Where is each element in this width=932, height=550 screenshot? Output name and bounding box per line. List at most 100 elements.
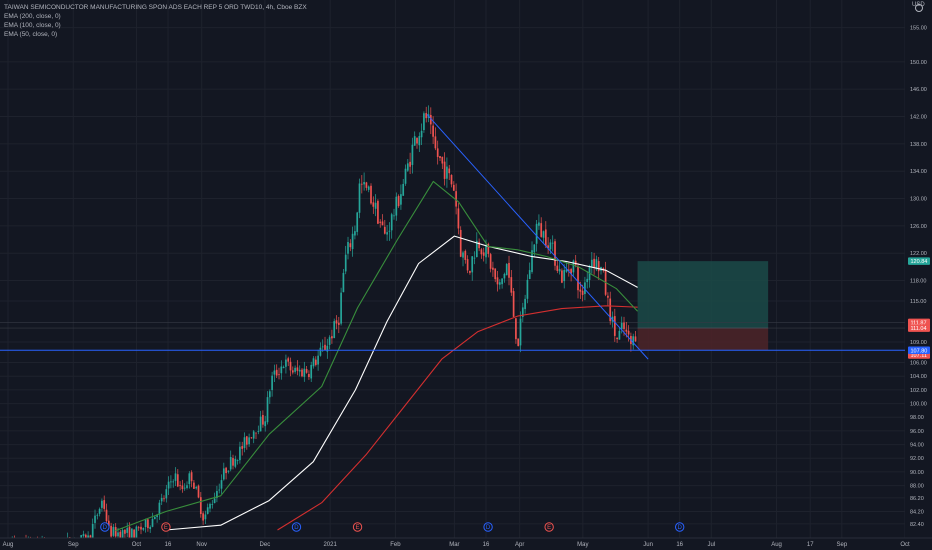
candle-body (597, 261, 600, 272)
candle-body (298, 369, 301, 372)
candle-body (321, 346, 324, 348)
candle-body (616, 337, 618, 340)
candle-body (365, 182, 368, 188)
candle-body (170, 481, 172, 483)
candle-body (285, 359, 287, 367)
ema-100-line (165, 235, 638, 531)
candle-body (314, 359, 317, 365)
candle-body (395, 196, 398, 216)
candle-body (459, 229, 462, 257)
candle-body (324, 344, 326, 351)
price-axis[interactable]: 155.00 150.00 146.00 142.00 138.00 134.00 130.… (905, 0, 932, 550)
candle-body (565, 269, 568, 272)
price-tick-label: 155.00 (910, 26, 927, 32)
candle-body (354, 231, 356, 236)
earnings-marker: E (544, 522, 554, 532)
candle-body (409, 161, 411, 167)
candle-body (119, 531, 122, 539)
candle-body (400, 194, 402, 205)
price-tick-label: 138.00 (910, 142, 927, 148)
marker-letter: D (103, 525, 108, 531)
candle-body (549, 242, 552, 250)
candle-body (423, 113, 425, 131)
time-tick-label: Jul (707, 542, 715, 548)
candle-body (496, 277, 499, 285)
currency-icon[interactable] (915, 4, 923, 12)
candle-body (406, 163, 409, 171)
price-tick-label: 115.00 (910, 299, 926, 305)
ema-50-label[interactable]: EMA (50, close, 0) (4, 31, 58, 38)
candle-body (213, 498, 216, 504)
candle-body (381, 221, 384, 226)
time-tick-label: May (577, 542, 588, 548)
candle-body (533, 244, 536, 253)
candle-body (82, 534, 85, 536)
candle-body (434, 136, 437, 149)
marker-letter: E (164, 525, 168, 531)
candle-body (367, 186, 370, 190)
candle-body (328, 337, 331, 345)
position-zone[interactable] (0, 261, 905, 351)
candle-body (183, 487, 186, 489)
time-tick-label: 16 (676, 542, 683, 548)
candle-body (441, 156, 444, 164)
candle-body (420, 130, 423, 138)
candle-body (291, 370, 294, 373)
time-tick-label: Mar (449, 542, 459, 548)
candle-body (227, 470, 230, 472)
candle-body (586, 278, 589, 283)
currency-label[interactable]: USD (912, 2, 925, 8)
ema-200-label[interactable]: EMA (200, close, 0) (4, 13, 61, 20)
candle-body (393, 215, 395, 217)
chart-legend: TAIWAN SEMICONDUCTOR MANUFACTURING SPON … (4, 3, 307, 39)
candle-body (584, 282, 586, 295)
time-tick-label: Oct (900, 542, 910, 548)
drawings[interactable] (0, 114, 905, 360)
candle-body (374, 202, 377, 209)
descending-trendline (426, 114, 649, 360)
price-tick-label: 106.00 (910, 361, 927, 367)
candle-body (211, 503, 214, 505)
candle-body (531, 250, 533, 272)
candle-body (558, 268, 561, 272)
candle-body (471, 256, 474, 273)
candle-body (312, 358, 315, 367)
candle-body (222, 468, 225, 480)
ema-100-label[interactable]: EMA (100, close, 0) (4, 22, 61, 29)
marker-letter: E (547, 525, 551, 531)
candle-body (156, 515, 158, 517)
candle-body (521, 307, 524, 317)
candle-body (167, 481, 170, 489)
candle-body (473, 257, 476, 259)
candle-body (595, 259, 598, 270)
candle-body (199, 497, 202, 515)
marker-circle (291, 522, 302, 532)
candle-body (572, 260, 575, 273)
candle-body (174, 473, 177, 481)
candle-body (464, 250, 467, 260)
price-tick-label: 134.00 (910, 169, 927, 175)
candle-body (383, 226, 386, 234)
time-tick-label: Dec (260, 542, 271, 548)
candle-body (289, 361, 292, 371)
earnings-marker: E (352, 522, 363, 532)
price-tick-label: 126.00 (910, 224, 927, 230)
time-tick-label: Aug (3, 542, 14, 548)
candle-body (563, 270, 566, 282)
candle-body (94, 515, 96, 523)
candle-body (142, 527, 145, 530)
candle-body (243, 437, 246, 449)
time-axis[interactable]: Aug Sep Oct 16 Nov Dec 2021 Feb Mar 16 Apr May Jun 16… (0, 537, 932, 550)
candle-body (538, 222, 540, 226)
price-tick-label: 118.00 (910, 279, 926, 285)
price-label-text: 111.87 (911, 320, 927, 326)
candle-body (593, 258, 595, 268)
time-tick-label: 16 (165, 542, 172, 548)
candles (11, 105, 637, 550)
candle-body (342, 272, 345, 293)
candle-body (349, 243, 352, 248)
candle-body (510, 277, 513, 293)
